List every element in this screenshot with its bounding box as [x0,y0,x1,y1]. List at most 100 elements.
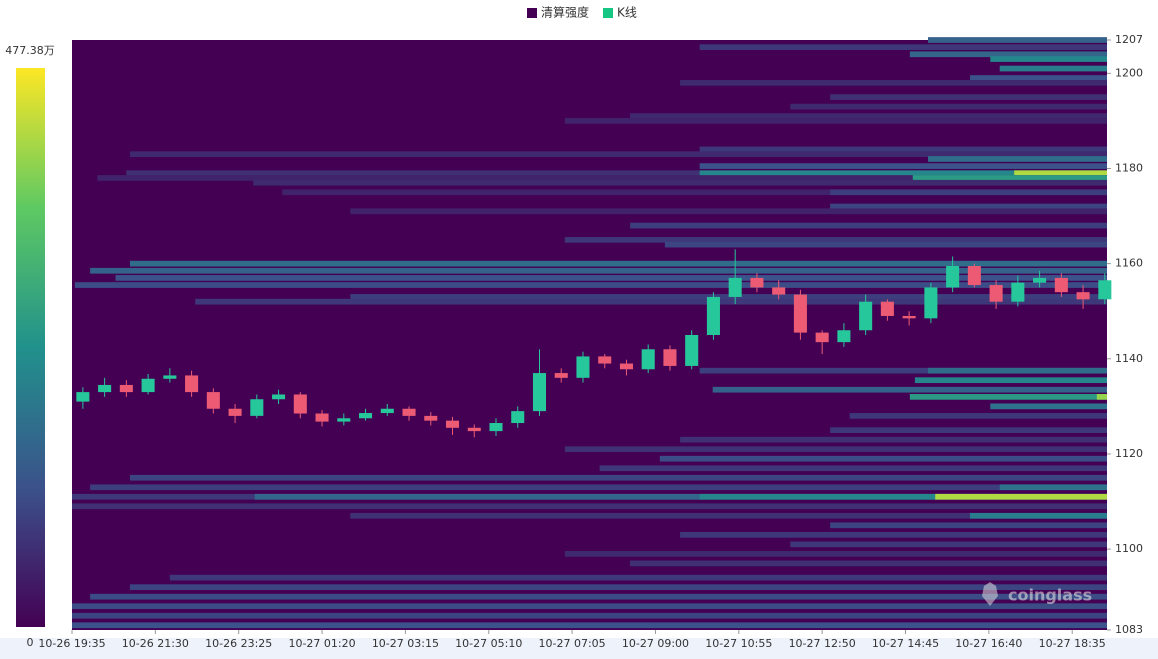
heat-band [699,170,1107,177]
heat-band [129,260,1107,267]
candle-body [511,411,525,424]
heat-band [350,512,1107,519]
heat-band [97,175,1107,181]
heat-band [830,522,1107,529]
x-tick-label: 10-26 21:30 [122,637,189,650]
heat-band [699,493,1107,500]
candle-body [315,413,329,422]
candle-body [1011,282,1025,302]
heat-band [72,612,1107,619]
legend-swatch[interactable] [603,8,613,18]
candle-body [206,392,220,409]
heat-band [909,394,1107,400]
heat-band [680,531,1107,538]
candle-body [728,277,742,297]
heat-band [90,267,1107,274]
heat-band [680,79,1107,86]
candle-body [293,394,307,414]
candle-body [837,330,851,343]
heat-band [999,65,1107,72]
x-tick-label: 10-27 14:45 [872,637,939,650]
heat-band [90,484,1107,491]
heat-band [664,241,1107,248]
heat-band [699,163,1107,169]
x-tick-label: 10-27 03:15 [372,637,439,650]
colorbar [16,68,45,627]
heat-band [72,503,1107,510]
heat-band [126,170,1107,177]
y-tick-label: 1100 [1115,542,1143,555]
colorbar-min: 0 [27,636,34,649]
heatmap [72,37,1108,629]
x-tick-label: 10-27 18:35 [1039,637,1106,650]
candle-body [489,423,503,432]
y-tick-label: 1200 [1115,66,1143,79]
candle-body [1054,277,1068,293]
x-tick-label: 10-27 07:05 [539,637,606,650]
legend-swatch[interactable] [527,8,537,18]
heat-band [253,179,1107,186]
candle-body [598,356,612,364]
candle-body [1033,277,1047,283]
y-tick-label: 1083 [1115,623,1143,636]
heat-band [970,75,1107,81]
candle-body [685,335,699,366]
heat-band [630,222,1107,229]
heat-band [129,474,1107,481]
heat-band [169,574,1108,581]
heat-band [680,436,1107,443]
heat-band [90,593,1107,600]
heat-band [699,367,1107,374]
footer-strip [0,638,1158,659]
candle-body [924,287,938,319]
y-tick-label: 1140 [1115,352,1143,365]
candle-body [750,277,764,288]
x-tick-label: 10-27 12:50 [789,637,856,650]
candle-body [880,301,894,316]
heat-band [72,603,1107,610]
x-tick-label: 10-26 19:35 [38,637,105,650]
heat-band [630,560,1107,567]
watermark: coinglass [982,582,1092,606]
heat-band [830,203,1107,210]
heat-band [712,386,1107,393]
heat-band [790,541,1107,548]
heat-band [912,175,1107,181]
candle-body [989,285,1003,302]
heat-band [254,493,1107,500]
y-tick-label: 1120 [1115,447,1143,460]
heat-band [830,94,1107,100]
heat-band [914,377,1107,384]
watermark-text: coinglass [1008,586,1092,605]
legend-label[interactable]: K线 [617,6,637,20]
candle-body [380,408,394,414]
candle-body [619,363,633,370]
heat-band [699,146,1107,153]
candle-body [859,301,873,331]
heat-band [74,282,1107,288]
heat-band [927,37,1107,43]
heat-band [195,298,1107,305]
candle-body [1076,292,1090,300]
candle-body [706,296,720,335]
heat-band [599,465,1107,472]
candle-body [141,378,155,393]
candle-body [272,394,286,400]
heat-band [659,455,1107,462]
candle-body [163,375,177,379]
heat-band [830,189,1107,196]
candle-body [946,266,960,288]
candle-body [119,384,133,393]
candle-body [554,373,568,378]
candle-body [467,427,481,432]
x-tick-label: 10-27 09:00 [622,637,689,650]
heat-band [849,413,1107,419]
heat-band [129,584,1107,591]
y-tick-label: 1207 [1115,33,1143,46]
legend-label[interactable]: 清算强度 [541,5,589,20]
heat-band [630,113,1107,119]
candle-body [1098,280,1112,300]
x-tick-label: 10-27 10:55 [705,637,772,650]
candle-body [793,294,807,333]
